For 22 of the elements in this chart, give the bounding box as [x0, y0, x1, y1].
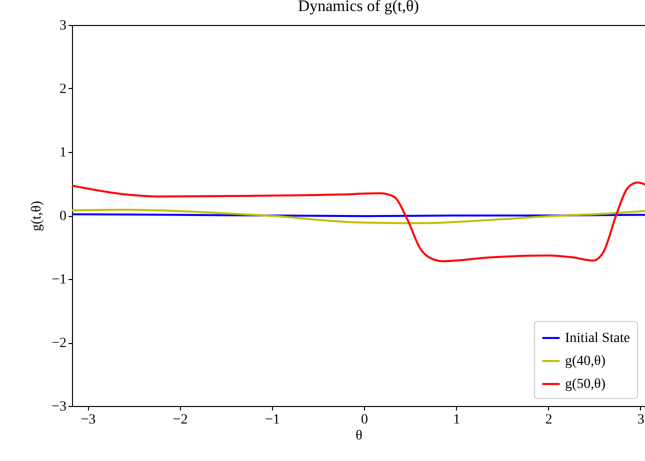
- legend-label: Initial State: [565, 331, 630, 346]
- y-tick-label: 3: [60, 18, 66, 34]
- x-tick-label: 0: [361, 412, 368, 428]
- y-tick-label: 2: [60, 82, 66, 97]
- y-tick-label: −2: [52, 336, 66, 351]
- chart-title: Dynamics of g(t,θ): [298, 0, 419, 15]
- legend-label: g(50,θ): [565, 377, 606, 392]
- x-tick-label: −3: [80, 412, 96, 428]
- line-series: [72, 208, 645, 224]
- line-series: [72, 181, 645, 262]
- x-axis-title: θ: [356, 428, 363, 444]
- y-axis-title: g(t,θ): [30, 200, 45, 232]
- x-tick-label: 1: [453, 412, 460, 428]
- y-tick-label: −3: [52, 400, 66, 414]
- x-tick-label: 2: [545, 412, 552, 428]
- y-tick-label: 1: [60, 146, 66, 160]
- x-tick-label: −1: [264, 412, 280, 428]
- x-tick-label: 3: [637, 412, 644, 428]
- y-tick-label: −1: [52, 272, 66, 288]
- y-tick-label: 0: [60, 209, 66, 224]
- legend-label: g(40,θ): [565, 354, 606, 369]
- x-tick-label: −2: [172, 412, 188, 428]
